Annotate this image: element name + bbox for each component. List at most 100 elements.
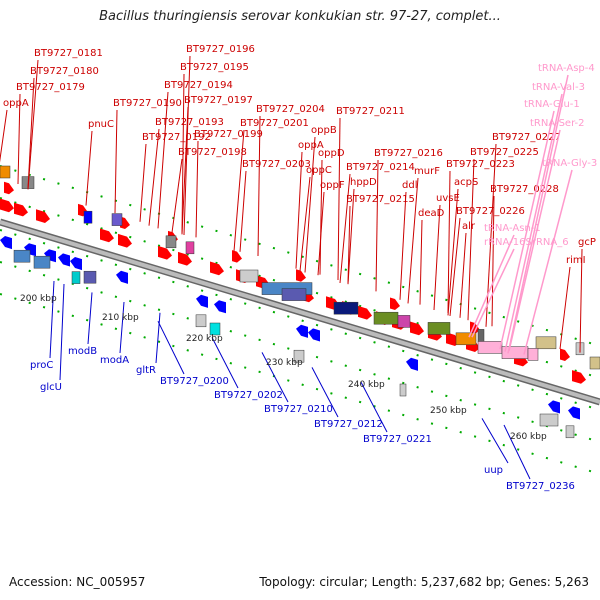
forward-label-29: deaD xyxy=(418,208,445,219)
forward-gene-arrow-4 xyxy=(118,233,132,248)
feature-box-12 xyxy=(427,322,451,335)
feature-box-9 xyxy=(333,301,359,315)
reverse-leader-4 xyxy=(155,312,161,364)
forward-leader-5 xyxy=(181,73,185,234)
reverse-label-10: uup xyxy=(484,465,503,476)
forward-label-0: BT9727_0181 xyxy=(34,48,103,59)
reverse-label-9: BT9727_0221 xyxy=(363,434,432,445)
forward-leader-13 xyxy=(85,130,93,206)
rna-label-4: tRNA-Gly-3 xyxy=(542,158,597,169)
forward-label-5: BT9727_0195 xyxy=(180,62,249,73)
forward-leader-32 xyxy=(447,170,451,314)
reverse-gene-arrow-12 xyxy=(568,406,580,420)
forward-leader-34 xyxy=(433,204,441,311)
forward-label-16: BT9727_0203 xyxy=(242,159,311,170)
forward-label-11: BT9727_0199 xyxy=(194,129,263,140)
forward-label-13: pnuC xyxy=(88,119,114,130)
reverse-gene-arrow-2 xyxy=(44,249,56,263)
reverse-feature-box-1 xyxy=(33,255,51,269)
forward-gene-arrow-6 xyxy=(178,251,192,266)
forward-leader-38 xyxy=(579,248,583,353)
reverse-label-8: BT9727_0212 xyxy=(314,419,383,430)
scale-label-4: 240 kbp xyxy=(348,380,385,390)
forward-leader-36 xyxy=(449,217,461,317)
forward-label-30: BT9727_0227 xyxy=(492,132,561,143)
forward-label-37: alr xyxy=(462,221,476,232)
feature-box-11 xyxy=(397,315,411,328)
forward-leader-3 xyxy=(0,109,8,163)
forward-label-8: BT9727_0190 xyxy=(113,98,182,109)
forward-label-2: BT9727_0179 xyxy=(16,82,85,93)
forward-leader-19 xyxy=(295,151,303,269)
reverse-label-0: proC xyxy=(30,360,53,371)
forward-gene-arrow-b-0 xyxy=(4,181,14,195)
forward-gene-arrow-3 xyxy=(100,228,114,243)
forward-leader-8 xyxy=(114,109,118,214)
forward-label-18: oppB xyxy=(311,125,337,136)
forward-label-23: BT9727_0216 xyxy=(374,148,443,159)
forward-label-14: BT9727_0204 xyxy=(256,104,325,115)
forward-label-32: BT9727_0223 xyxy=(446,159,515,170)
feature-box-16 xyxy=(589,356,600,370)
feature-box-5 xyxy=(185,241,195,255)
forward-label-33: acpS xyxy=(454,177,478,188)
rna-label-1: tRNA-Val-3 xyxy=(532,82,585,93)
reverse-label-11: BT9727_0236 xyxy=(506,481,575,492)
reverse-feature-box-4 xyxy=(195,314,207,328)
forward-leader-16 xyxy=(239,170,247,252)
forward-leader-1 xyxy=(27,77,35,189)
rna-leader-3 xyxy=(508,129,561,352)
forward-label-34: uvsE xyxy=(436,193,460,204)
forward-gene-arrow-b-5 xyxy=(296,269,306,282)
forward-label-12: BT9727_0198 xyxy=(178,147,247,158)
scale-label-5: 250 kbp xyxy=(430,406,467,416)
forward-leader-27 xyxy=(407,177,419,304)
forward-label-28: ddl xyxy=(402,180,417,191)
reverse-leader-1 xyxy=(59,283,65,381)
forward-gene-arrow-b-2 xyxy=(120,216,130,229)
scale-label-0: 200 kbp xyxy=(20,294,57,304)
reverse-gene-arrow-0 xyxy=(0,236,12,250)
reverse-leader-11 xyxy=(503,424,531,480)
forward-leader-21 xyxy=(299,176,311,272)
reverse-label-4: gltR xyxy=(136,365,156,376)
forward-label-22: oppF xyxy=(320,180,345,191)
forward-label-20: oppD xyxy=(318,148,345,159)
rna-leader-5 xyxy=(468,234,515,338)
forward-label-10: BT9727_0192 xyxy=(142,132,211,143)
forward-label-38: gcP xyxy=(578,237,596,248)
forward-gene-arrow-2 xyxy=(36,209,50,223)
forward-leader-25 xyxy=(347,188,355,285)
forward-leader-29 xyxy=(419,219,423,305)
reverse-feature-box-5 xyxy=(209,322,221,336)
forward-gene-arrow-17 xyxy=(410,321,424,336)
feature-box-6 xyxy=(239,269,259,283)
forward-label-24: BT9727_0214 xyxy=(346,162,415,173)
scale-label-2: 220 kbp xyxy=(186,334,223,344)
reverse-leader-10 xyxy=(481,418,509,464)
feature-box-8 xyxy=(281,288,307,301)
forward-gene-arrow-b-8 xyxy=(560,348,570,361)
feature-box-0 xyxy=(0,165,11,179)
feature-box-4 xyxy=(165,235,177,249)
reverse-feature-box-3 xyxy=(83,270,97,284)
reverse-gene-arrow-7 xyxy=(214,300,226,314)
topology-text: Topology: circular; Length: 5,237,682 bp… xyxy=(259,575,589,589)
reverse-label-7: BT9727_0210 xyxy=(264,404,333,415)
rna-leader-4 xyxy=(523,169,573,355)
reverse-feature-box-9 xyxy=(565,425,575,439)
forward-leader-22 xyxy=(317,191,325,276)
forward-leader-31 xyxy=(467,158,475,321)
reverse-leader-0 xyxy=(49,280,55,359)
forward-leader-0 xyxy=(27,59,39,190)
feature-box-13 xyxy=(455,332,477,346)
forward-label-17: BT9727_0211 xyxy=(336,106,405,117)
feature-box-10 xyxy=(373,311,399,325)
forward-label-27: murF xyxy=(414,166,440,177)
forward-label-35: BT9727_0228 xyxy=(490,184,559,195)
rna-label-6: rRNA-16SrRNA_6 xyxy=(484,237,569,248)
scale-label-6: 260 kbp xyxy=(510,432,547,442)
forward-gene-arrow-22 xyxy=(572,370,586,384)
